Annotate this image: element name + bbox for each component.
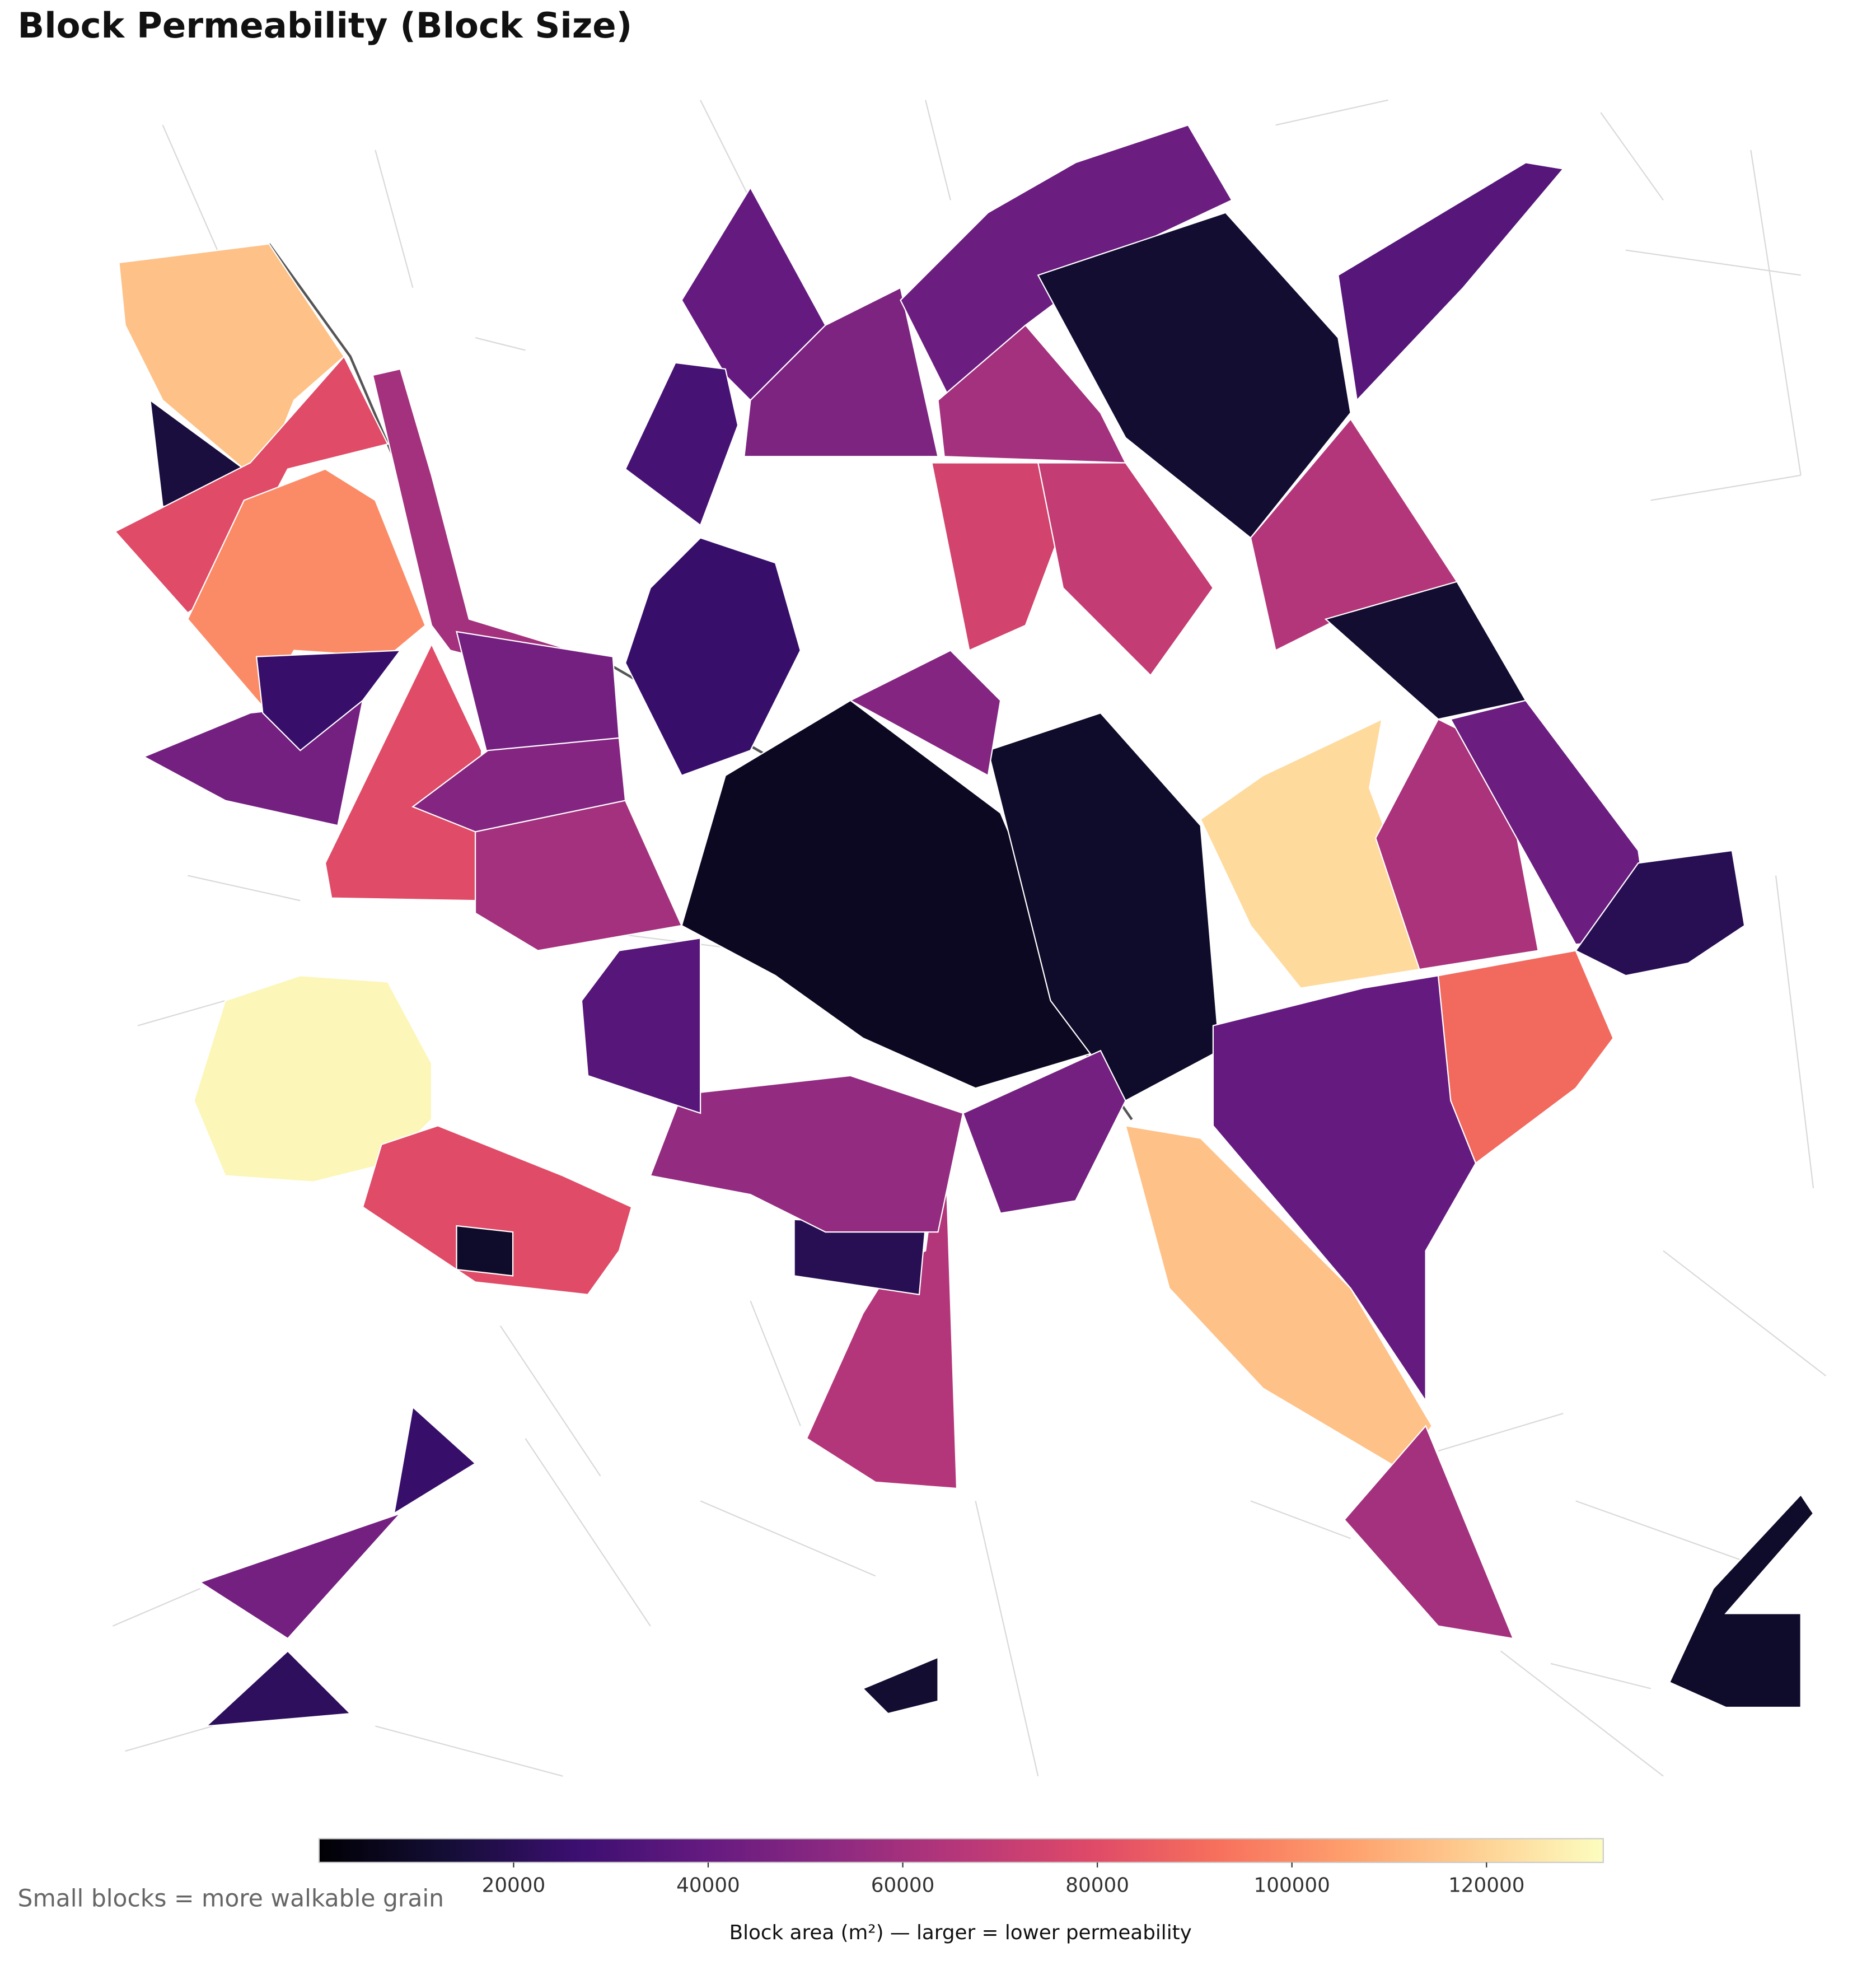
map-title: Block Permeability (Block Size) [18, 5, 633, 46]
note: Small blocks = more walkable grain [18, 1885, 444, 1912]
colorbar-tick-label: 120000 [1448, 1874, 1524, 1897]
block [1337, 162, 1565, 402]
block [1037, 462, 1214, 676]
colorbar: 20000 40000 60000 80000 100000 120000 [318, 1838, 1604, 1897]
block [199, 1512, 403, 1640]
colorbar-gradient [318, 1838, 1604, 1864]
block [1574, 849, 1746, 977]
block [649, 1075, 964, 1233]
block [362, 1125, 633, 1296]
block [1343, 1425, 1514, 1640]
block [849, 650, 1002, 777]
colorbar-tick-label: 60000 [871, 1874, 935, 1897]
blocks [114, 124, 1814, 1727]
block [204, 1650, 352, 1727]
block [393, 1406, 476, 1515]
block [624, 362, 739, 526]
block [1668, 1493, 1814, 1708]
block [930, 462, 1064, 652]
block [456, 1225, 514, 1277]
block [624, 537, 801, 777]
block [937, 324, 1127, 464]
block [962, 1049, 1126, 1214]
block [1212, 974, 1477, 1403]
colorbar-tick-label: 40000 [676, 1874, 740, 1897]
block [1037, 212, 1351, 539]
colorbar-tick-label: 20000 [482, 1874, 546, 1897]
block [581, 937, 701, 1114]
colorbar-label: Block area (m²) — larger = lower permeab… [729, 1921, 1192, 1944]
block [743, 287, 939, 458]
colorbar-tick-label: 100000 [1254, 1874, 1330, 1897]
colorbar-tick-label: 80000 [1065, 1874, 1129, 1897]
block [862, 1656, 939, 1715]
block [474, 800, 683, 951]
block [255, 650, 402, 751]
